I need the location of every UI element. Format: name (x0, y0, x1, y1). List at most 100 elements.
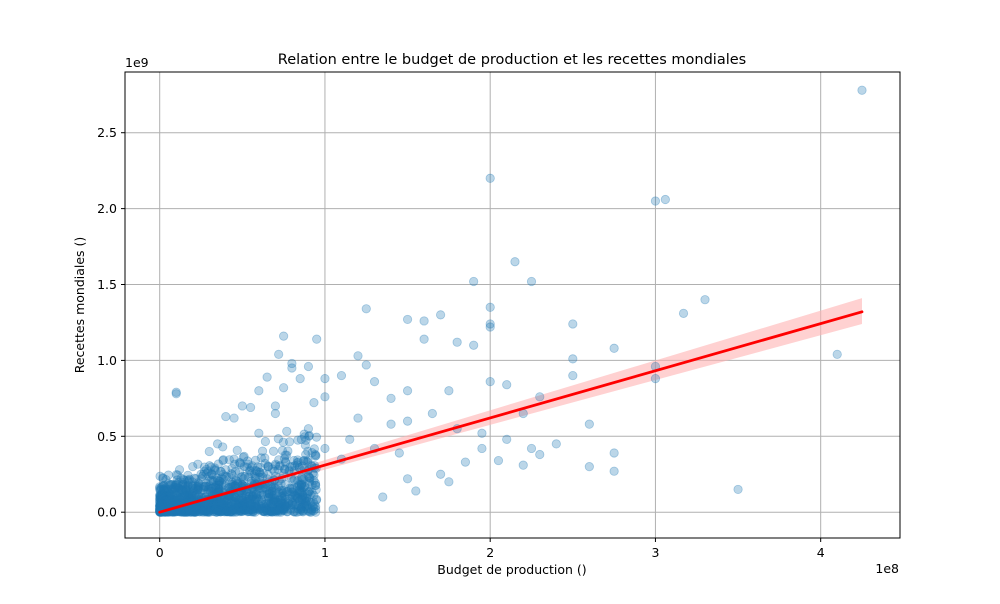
scatter-point (235, 506, 245, 516)
scatter-point (235, 459, 245, 469)
scatter-point (184, 474, 195, 484)
scatter-point (609, 343, 619, 353)
scatter-point (200, 504, 211, 514)
scatter-point (299, 482, 309, 492)
scatter-point (184, 505, 195, 515)
scatter-point (243, 500, 253, 511)
scatter-point (161, 484, 171, 494)
scatter-point (300, 498, 310, 508)
scatter-point (296, 504, 306, 514)
scatter-point (187, 481, 198, 491)
scatter-point (289, 500, 299, 511)
scatter-point (189, 506, 199, 517)
scatter-point (252, 502, 262, 512)
scatter-point (171, 491, 182, 501)
scatter-point (239, 499, 249, 510)
scatter-point (187, 481, 197, 492)
scatter-point (166, 491, 177, 501)
scatter-point (216, 500, 226, 510)
scatter-point (230, 498, 240, 508)
scatter-point (191, 505, 201, 515)
scatter-point (155, 501, 165, 511)
scatter-point (262, 506, 272, 516)
scatter-point (257, 502, 267, 512)
scatter-point (243, 507, 253, 517)
scatter-point (172, 495, 183, 505)
scatter-point (164, 497, 174, 507)
scatter-point (248, 507, 258, 517)
scatter-point (173, 494, 183, 505)
scatter-point (229, 454, 239, 464)
scatter-point (212, 473, 222, 483)
scatter-point (310, 504, 321, 514)
y-tick-label: 2.0 (97, 201, 117, 216)
scatter-point (227, 507, 237, 517)
scatter-point (205, 481, 215, 491)
scatter-point (278, 488, 288, 498)
scatter-point (207, 470, 218, 480)
scatter-point (157, 494, 167, 504)
scatter-point (230, 505, 240, 515)
scatter-point (175, 492, 185, 502)
scatter-point (163, 497, 173, 508)
scatter-point (193, 484, 203, 494)
scatter-point (224, 504, 235, 514)
scatter-point (296, 502, 307, 512)
scatter-point (279, 454, 290, 464)
scatter-point (188, 507, 198, 517)
scatter-point (280, 479, 290, 489)
scatter-point (218, 506, 228, 516)
scatter-point (187, 506, 197, 517)
scatter-point (280, 464, 290, 475)
scatter-point (301, 435, 311, 445)
scatter-point (198, 469, 209, 480)
scatter-point (190, 505, 200, 515)
scatter-point (190, 507, 200, 517)
scatter-point (296, 479, 307, 489)
scatter-point (200, 504, 211, 514)
scatter-point (202, 504, 212, 514)
scatter-point (206, 483, 216, 493)
scatter-point (311, 480, 321, 490)
scatter-point (297, 490, 308, 500)
scatter-point (227, 496, 238, 506)
scatter-point (160, 497, 170, 508)
scatter-point (307, 502, 318, 512)
scatter-point (199, 481, 209, 492)
scatter-point (183, 470, 193, 480)
regression-line (158, 310, 864, 514)
scatter-point (264, 492, 274, 502)
scatter-point (302, 457, 313, 467)
scatter-point (253, 462, 263, 472)
scatter-point (258, 472, 268, 482)
scatter-point (518, 460, 528, 470)
scatter-point (156, 501, 166, 511)
scatter-point (289, 507, 299, 517)
scatter-point (304, 496, 314, 506)
scatter-point (222, 499, 232, 509)
scatter-point (229, 498, 239, 508)
scatter-point (220, 504, 231, 514)
scatter-point (201, 505, 211, 515)
scatter-point (213, 480, 223, 490)
scatter-point (295, 488, 305, 498)
scatter-point (211, 480, 221, 491)
scatter-point (205, 486, 215, 496)
scatter-point (158, 494, 168, 504)
scatter-point (158, 481, 169, 491)
scatter-point (231, 475, 241, 485)
scatter-point (280, 492, 290, 502)
scatter-point (700, 295, 710, 305)
scatter-point (155, 494, 165, 504)
scatter-point (163, 494, 173, 504)
scatter-point (168, 480, 178, 490)
scatter-point (310, 480, 321, 491)
scatter-point (310, 478, 321, 488)
scatter-point (243, 506, 253, 517)
scatter-point (299, 456, 309, 466)
scatter-point (158, 500, 168, 510)
scatter-point (230, 500, 240, 510)
scatter-point (310, 449, 320, 460)
scatter-point (155, 484, 165, 495)
